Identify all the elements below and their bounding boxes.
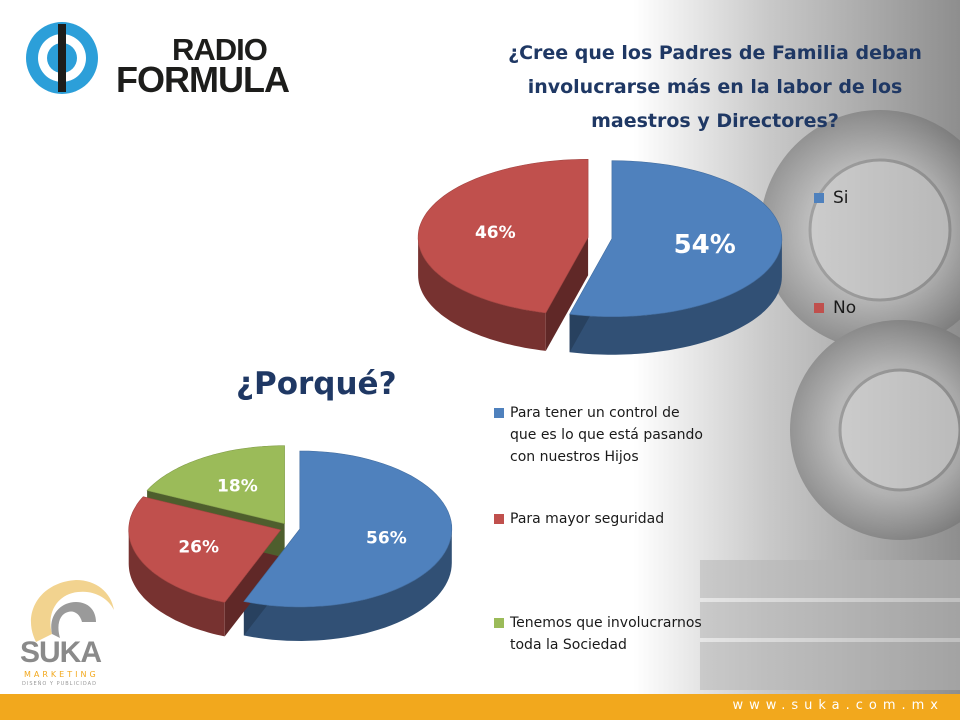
footer-bar [0,694,960,720]
pie-cut-face [545,237,589,351]
footer-website: www.suka.com.mx [732,698,944,713]
pie-slice-para [243,450,453,608]
legend-swatch [494,408,504,418]
legend-swatch [814,303,824,313]
suka-logo: SUKA MARKETING DISEÑO Y PUBLICIDAD [16,572,126,692]
legend-label-line: toda la Sociedad [510,637,627,653]
pie-slice-tenemos [146,445,285,525]
pie-slice-si [569,160,783,317]
pie-side-wall [243,529,452,641]
pie-slice-para [128,496,282,603]
chart2-title: ¿Porqué? [236,366,397,402]
pie-slice-no [417,158,589,314]
pie-chart-1: 54% 46% [417,158,783,355]
pie-value-label: 26% [178,538,219,558]
legend-label-line: Tenemos que involucrarnos [510,615,702,631]
pie-side-wall [128,529,225,637]
pie-value-label: 46% [475,223,516,243]
pie-value-label: 56% [366,528,407,548]
suka-name: SUKA [20,636,102,669]
suka-tag: DISEÑO Y PUBLICIDAD [22,681,97,687]
suka-emblem-icon [30,580,114,642]
pie-chart-2: 56% 26% 18% [128,445,453,641]
radio-formula-emblem-icon [26,22,98,94]
chart1-title: ¿Cree que los Padres de Familia deban in… [508,42,922,132]
logo-line2: FORMULA [116,59,290,100]
legend-label-line: Para mayor seguridad [510,511,665,527]
legend-swatch [494,618,504,628]
logo-line1: RADIO [172,32,268,67]
legend-label: No [833,298,857,318]
legend-swatch [494,514,504,524]
pie-value-label: 54% [674,230,736,260]
legend-label-line: que es lo que está pasando [510,427,703,443]
legend-label: Si [833,188,849,208]
pie-side-wall [418,237,546,351]
pie-side-wall [569,238,782,355]
radio-formula-logo: RADIO FORMULA [22,18,292,98]
pie-value-label: 18% [217,476,258,496]
legend-label-line: con nuestros Hijos [510,449,639,465]
legend-label-line: Para tener un control de [510,405,680,421]
legend-swatch [814,193,824,203]
suka-sub: MARKETING [24,670,99,679]
